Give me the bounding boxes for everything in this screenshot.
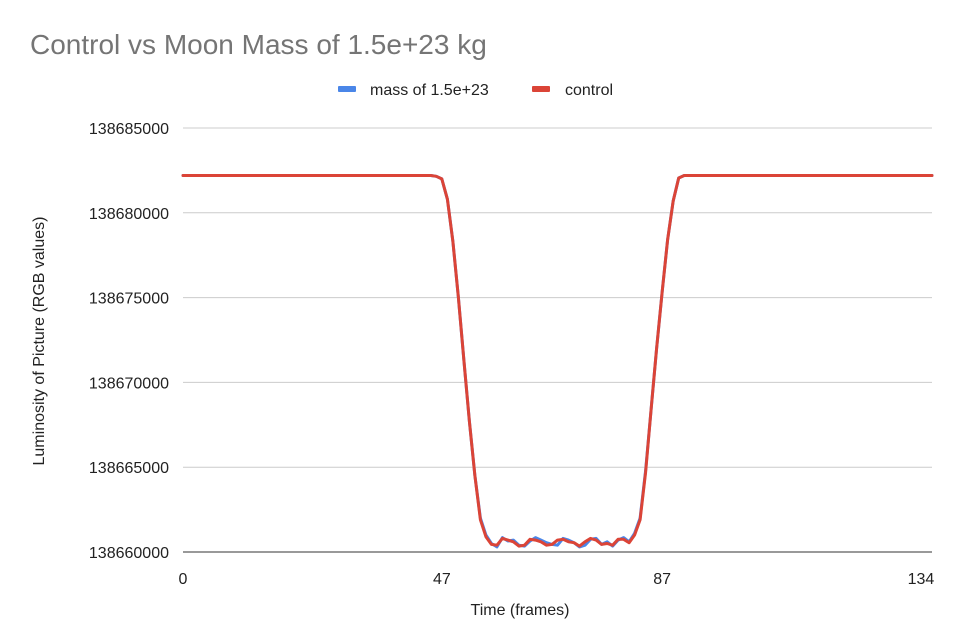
y-tick-label: 138680000 <box>89 206 169 223</box>
legend-swatch-mass <box>338 86 356 92</box>
y-tick-label: 138675000 <box>89 291 169 308</box>
legend-swatch-control <box>532 86 550 92</box>
series-lines <box>181 174 934 549</box>
y-tick-label: 138685000 <box>89 121 169 138</box>
x-tick-label: 87 <box>653 571 671 588</box>
gridlines <box>183 127 932 553</box>
y-tick-label: 138665000 <box>89 460 169 477</box>
chart-title: Control vs Moon Mass of 1.5e+23 kg <box>30 29 487 60</box>
legend: mass of 1.5e+23 control <box>338 82 613 99</box>
y-axis-ticks: 138660000 138665000 138670000 138675000 1386… <box>89 121 169 562</box>
y-tick-label: 138660000 <box>89 545 169 562</box>
y-tick-label: 138670000 <box>89 375 169 392</box>
series-line-control <box>181 174 934 548</box>
series-line-mass <box>181 174 934 549</box>
legend-label-mass: mass of 1.5e+23 <box>370 82 489 99</box>
x-axis-ticks: 0 47 87 134 <box>179 571 935 588</box>
x-tick-label: 0 <box>179 571 188 588</box>
y-axis-title: Luminosity of Picture (RGB values) <box>31 217 48 466</box>
legend-label-control: control <box>565 82 613 99</box>
x-tick-label: 134 <box>908 571 935 588</box>
x-tick-label: 47 <box>433 571 451 588</box>
x-axis-title: Time (frames) <box>471 602 570 619</box>
